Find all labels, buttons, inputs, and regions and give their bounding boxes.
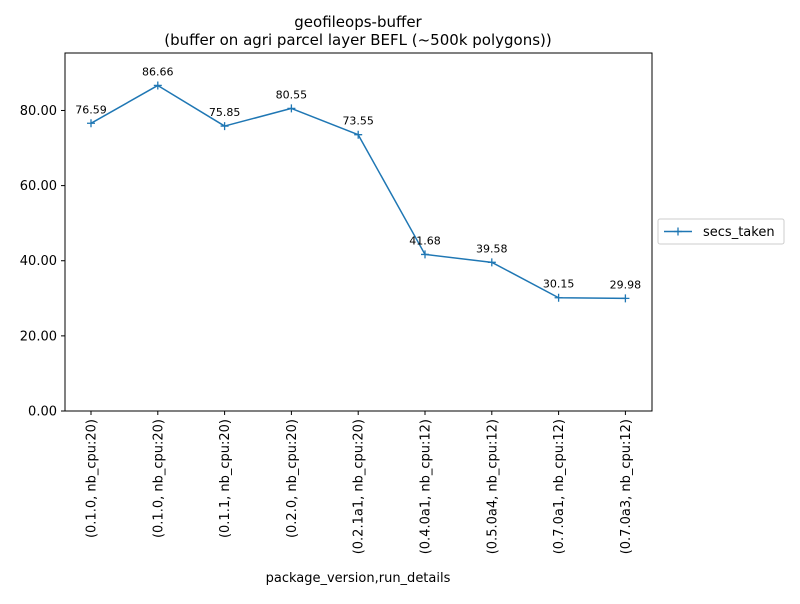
x-tick-label: (0.1.1, nb_cpu:20)	[218, 419, 233, 538]
x-tick-label: (0.4.0a1, nb_cpu:12)	[419, 419, 434, 554]
data-point-marker	[487, 258, 496, 267]
data-point-marker	[87, 119, 95, 128]
x-tick-label: (0.2.1a1, nb_cpu:20)	[352, 419, 367, 554]
data-label: 30.15	[543, 278, 575, 291]
x-tick-label: (0.5.0a4, nb_cpu:12)	[485, 419, 500, 554]
legend-marker-icon	[674, 227, 682, 236]
x-tick-label: (0.7.0a1, nb_cpu:12)	[552, 419, 567, 554]
legend-label-secs-taken: secs_taken	[703, 225, 775, 240]
chart-title: geofileops-buffer	[294, 13, 422, 31]
y-tick-label: 60.00	[20, 179, 57, 194]
data-label: 73.55	[342, 115, 374, 128]
data-point-marker	[621, 294, 630, 303]
data-point-marker	[354, 130, 363, 139]
y-tick-label: 20.00	[20, 329, 57, 344]
data-point-marker	[153, 81, 162, 90]
y-tick-label: 80.00	[20, 104, 57, 119]
data-label: 80.55	[276, 88, 308, 101]
x-tick-label: (0.7.0a3, nb_cpu:12)	[619, 419, 634, 554]
plot-frame	[64, 52, 653, 412]
data-label: 86.66	[142, 65, 174, 78]
legend: secs_taken	[657, 218, 785, 245]
data-label: 41.68	[409, 234, 441, 247]
data-label: 76.59	[75, 103, 107, 116]
data-point-marker	[287, 104, 296, 113]
x-tick-label: (0.1.0, nb_cpu:20)	[151, 419, 166, 538]
x-tick-label: (0.2.0, nb_cpu:20)	[285, 419, 300, 538]
y-tick-label: 0.00	[28, 405, 57, 420]
data-label: 75.85	[209, 106, 241, 119]
plot-area: 0.00 20.00 40.00 60.00 80.00 (0.1.0, nb_cpu:2…	[20, 52, 653, 554]
y-tick-label: 40.00	[20, 254, 57, 269]
data-label: 39.58	[476, 242, 508, 255]
x-axis-label: package_version,run_details	[266, 571, 451, 586]
data-point-marker	[554, 293, 563, 302]
legend-box	[657, 218, 785, 245]
x-tick-label: (0.1.0, nb_cpu:20)	[85, 419, 100, 538]
data-label: 29.98	[610, 278, 642, 291]
data-point-marker	[421, 250, 429, 259]
chart-subtitle: (buffer on agri parcel layer BEFL (~500k…	[164, 31, 552, 49]
data-point-marker	[220, 122, 229, 131]
